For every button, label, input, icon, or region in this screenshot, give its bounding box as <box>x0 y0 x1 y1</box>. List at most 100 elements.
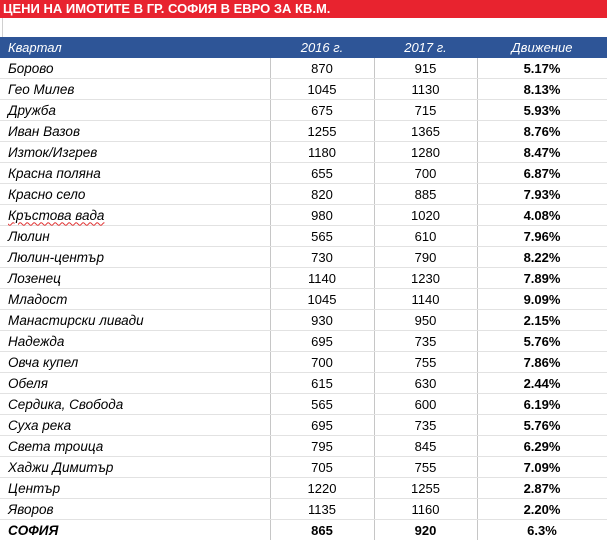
change-cell[interactable]: 7.96% <box>477 225 607 247</box>
total-2016-cell[interactable]: 865 <box>270 519 375 540</box>
header-2017[interactable]: 2017 г. <box>374 37 478 58</box>
price-2017-cell[interactable]: 610 <box>374 225 478 247</box>
price-2016-cell[interactable]: 1255 <box>270 120 375 142</box>
change-cell[interactable]: 2.20% <box>477 498 607 520</box>
district-cell[interactable]: Лозенец <box>0 267 271 289</box>
total-name-cell[interactable]: СОФИЯ <box>0 519 271 540</box>
price-2016-cell[interactable]: 705 <box>270 456 375 478</box>
change-cell[interactable]: 7.09% <box>477 456 607 478</box>
price-2017-cell[interactable]: 1230 <box>374 267 478 289</box>
district-cell[interactable]: Надежда <box>0 330 271 352</box>
price-2016-cell[interactable]: 980 <box>270 204 375 226</box>
change-cell[interactable]: 5.93% <box>477 99 607 121</box>
change-cell[interactable]: 8.13% <box>477 78 607 100</box>
district-cell[interactable]: Обеля <box>0 372 271 394</box>
table-row: Суха река 695 735 5.76% <box>0 414 607 436</box>
district-cell[interactable]: Суха река <box>0 414 271 436</box>
price-2017-cell[interactable]: 915 <box>374 58 478 79</box>
price-2017-cell[interactable]: 1020 <box>374 204 478 226</box>
price-2017-cell[interactable]: 885 <box>374 183 478 205</box>
price-2017-cell[interactable]: 735 <box>374 330 478 352</box>
header-change[interactable]: Движение <box>477 37 607 58</box>
change-cell[interactable]: 6.29% <box>477 435 607 457</box>
district-cell[interactable]: Яворов <box>0 498 271 520</box>
price-2017-cell[interactable]: 1365 <box>374 120 478 142</box>
district-cell[interactable]: Овча купел <box>0 351 271 373</box>
district-cell[interactable]: Център <box>0 477 271 499</box>
price-2017-cell[interactable]: 735 <box>374 414 478 436</box>
change-cell[interactable]: 2.15% <box>477 309 607 331</box>
price-2016-cell[interactable]: 930 <box>270 309 375 331</box>
change-cell[interactable]: 7.89% <box>477 267 607 289</box>
header-2016[interactable]: 2016 г. <box>270 37 375 58</box>
price-2017-cell[interactable]: 1130 <box>374 78 478 100</box>
district-cell[interactable]: Изток/Изгрев <box>0 141 271 163</box>
district-cell[interactable]: Сердика, Свобода <box>0 393 271 415</box>
price-2017-cell[interactable]: 1280 <box>374 141 478 163</box>
change-cell[interactable]: 7.86% <box>477 351 607 373</box>
price-2016-cell[interactable]: 1220 <box>270 477 375 499</box>
price-2016-cell[interactable]: 730 <box>270 246 375 268</box>
table-row: Сердика, Свобода 565 600 6.19% <box>0 393 607 415</box>
change-cell[interactable]: 6.87% <box>477 162 607 184</box>
price-2016-cell[interactable]: 655 <box>270 162 375 184</box>
price-2016-cell[interactable]: 870 <box>270 58 375 79</box>
change-cell[interactable]: 8.47% <box>477 141 607 163</box>
empty-row[interactable] <box>0 18 607 37</box>
price-2017-cell[interactable]: 1255 <box>374 477 478 499</box>
change-cell[interactable]: 7.93% <box>477 183 607 205</box>
district-cell[interactable]: Дружба <box>0 99 271 121</box>
district-cell[interactable]: Гео Милев <box>0 78 271 100</box>
price-2016-cell[interactable]: 1135 <box>270 498 375 520</box>
price-2017-cell[interactable]: 715 <box>374 99 478 121</box>
price-2016-cell[interactable]: 565 <box>270 225 375 247</box>
price-2016-cell[interactable]: 820 <box>270 183 375 205</box>
district-cell[interactable]: Иван Вазов <box>0 120 271 142</box>
price-2017-cell[interactable]: 1140 <box>374 288 478 310</box>
price-2016-cell[interactable]: 695 <box>270 330 375 352</box>
price-2016-cell[interactable]: 1140 <box>270 267 375 289</box>
change-cell[interactable]: 8.22% <box>477 246 607 268</box>
district-cell[interactable]: Хаджи Димитър <box>0 456 271 478</box>
change-cell[interactable]: 5.76% <box>477 330 607 352</box>
price-2017-cell[interactable]: 630 <box>374 372 478 394</box>
price-2016-cell[interactable]: 795 <box>270 435 375 457</box>
district-cell[interactable]: Младост <box>0 288 271 310</box>
district-cell[interactable]: Манастирски ливади <box>0 309 271 331</box>
table-row: Красна поляна 655 700 6.87% <box>0 162 607 184</box>
price-2017-cell[interactable]: 845 <box>374 435 478 457</box>
price-2017-cell[interactable]: 755 <box>374 351 478 373</box>
price-2017-cell[interactable]: 950 <box>374 309 478 331</box>
price-2017-cell[interactable]: 790 <box>374 246 478 268</box>
district-cell[interactable]: Люлин-център <box>0 246 271 268</box>
total-2017-cell[interactable]: 920 <box>374 519 478 540</box>
district-cell[interactable]: Люлин <box>0 225 271 247</box>
change-cell[interactable]: 5.76% <box>477 414 607 436</box>
change-cell[interactable]: 2.87% <box>477 477 607 499</box>
total-change-cell[interactable]: 6.3% <box>477 519 607 540</box>
price-2016-cell[interactable]: 700 <box>270 351 375 373</box>
change-cell[interactable]: 2.44% <box>477 372 607 394</box>
price-2016-cell[interactable]: 565 <box>270 393 375 415</box>
district-cell[interactable]: Борово <box>0 58 271 79</box>
district-cell[interactable]: Кръстова вада <box>0 204 271 226</box>
price-2016-cell[interactable]: 1045 <box>270 288 375 310</box>
price-2017-cell[interactable]: 1160 <box>374 498 478 520</box>
price-2016-cell[interactable]: 615 <box>270 372 375 394</box>
price-2016-cell[interactable]: 1045 <box>270 78 375 100</box>
district-cell[interactable]: Красно село <box>0 183 271 205</box>
price-2016-cell[interactable]: 695 <box>270 414 375 436</box>
change-cell[interactable]: 6.19% <box>477 393 607 415</box>
change-cell[interactable]: 4.08% <box>477 204 607 226</box>
change-cell[interactable]: 9.09% <box>477 288 607 310</box>
change-cell[interactable]: 5.17% <box>477 58 607 79</box>
price-2016-cell[interactable]: 675 <box>270 99 375 121</box>
district-cell[interactable]: Света троица <box>0 435 271 457</box>
header-district[interactable]: Квартал <box>0 37 271 58</box>
price-2017-cell[interactable]: 700 <box>374 162 478 184</box>
price-2017-cell[interactable]: 755 <box>374 456 478 478</box>
price-2016-cell[interactable]: 1180 <box>270 141 375 163</box>
price-2017-cell[interactable]: 600 <box>374 393 478 415</box>
district-cell[interactable]: Красна поляна <box>0 162 271 184</box>
change-cell[interactable]: 8.76% <box>477 120 607 142</box>
